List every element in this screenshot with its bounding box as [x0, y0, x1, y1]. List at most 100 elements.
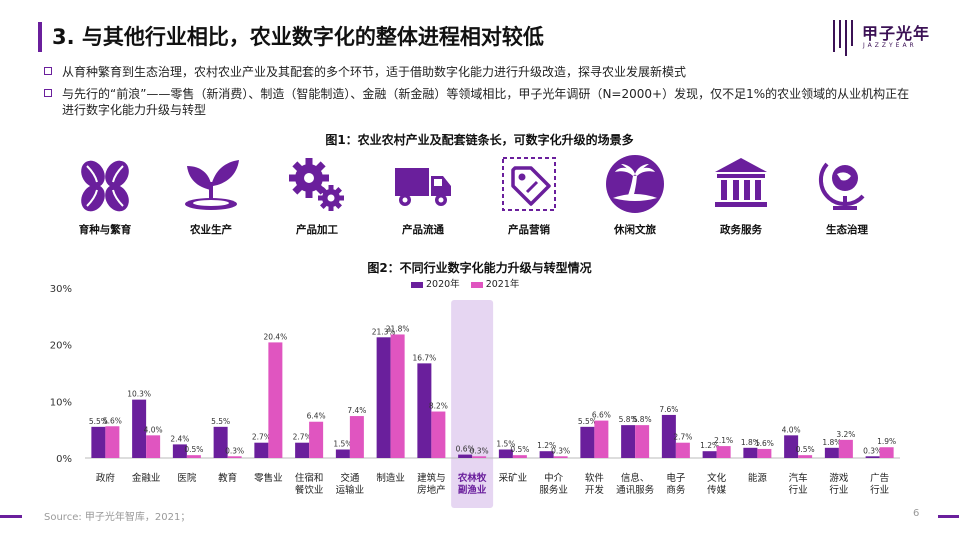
legend-item: 2020年	[411, 276, 460, 290]
data-label: 2.7%	[252, 433, 271, 442]
bar-2020年	[743, 447, 758, 458]
bar-2021年	[635, 425, 650, 458]
gears-icon	[289, 158, 344, 211]
data-label: 5.6%	[103, 416, 122, 425]
bar-2020年	[621, 425, 636, 458]
data-label: 7.6%	[659, 405, 678, 414]
data-label: 2.7%	[293, 433, 312, 442]
bullet-text: 与先行的“前浪”——零售（新消费）、制造（智能制造）、金融（新金融）等领域相比，…	[62, 87, 910, 117]
brand-logo: 甲子光年 JAZZYEAR	[832, 18, 932, 58]
bar-2020年	[661, 414, 676, 458]
bar-2021年	[553, 456, 568, 458]
data-label: 3.2%	[836, 430, 855, 439]
bar-2020年	[702, 451, 717, 458]
data-label: 5.8%	[619, 415, 638, 424]
footer-accent-right	[938, 515, 959, 518]
x-tick-label: 中介	[544, 472, 564, 484]
data-label: 1.6%	[755, 439, 774, 448]
scenario-item: 休闲文旅	[590, 152, 680, 237]
bar-2021年	[594, 420, 609, 458]
logo-text-cn: 甲子光年	[862, 24, 931, 43]
x-tick-label: 住宿和	[295, 472, 324, 484]
data-label: 5.5%	[211, 417, 230, 426]
data-label: 1.8%	[741, 438, 760, 447]
data-label: 21.8%	[386, 324, 410, 333]
data-label: 2.1%	[714, 436, 733, 445]
data-label: 0.5%	[510, 445, 529, 454]
data-label: 0.3%	[863, 446, 882, 455]
x-tick-label: 医院	[177, 472, 197, 484]
price-tag-icon	[502, 157, 556, 211]
bullet-square-icon	[44, 89, 52, 97]
bar-2021年	[390, 334, 405, 458]
data-label: 2.4%	[170, 434, 189, 443]
title-accent-bar	[38, 22, 42, 52]
data-label: 5.8%	[633, 415, 652, 424]
bar-2020年	[580, 426, 595, 458]
x-tick-label: 行业	[789, 484, 808, 496]
bar-2021年	[349, 416, 364, 458]
x-tick-label: 信息、	[621, 472, 650, 484]
data-label: 1.5%	[333, 440, 352, 449]
bar-2020年	[132, 399, 147, 458]
x-tick-label: 行业	[829, 484, 848, 496]
page-title: 3. 与其他行业相比，农业数字化的整体进程相对较低	[52, 25, 544, 49]
bar-2020年	[376, 337, 391, 458]
x-tick-label: 建筑与	[417, 472, 446, 484]
bar-2021年	[675, 442, 690, 458]
scenario-item: 育种与繁育	[60, 152, 150, 237]
figure2-title: 图2：不同行业数字化能力升级与转型情况	[367, 261, 592, 275]
data-label: 6.4%	[307, 412, 326, 421]
bullet-square-icon	[44, 67, 52, 75]
x-tick-label: 汽车	[789, 472, 808, 484]
legend-label: 2021年	[485, 279, 520, 290]
bar-2021年	[227, 456, 242, 458]
bar-2021年	[757, 448, 772, 458]
bar-2021年	[716, 446, 731, 458]
bar-2021年	[879, 447, 894, 458]
data-label: 21.3%	[372, 327, 396, 336]
bar-2021年	[309, 421, 324, 458]
scenario-label: 休闲文旅	[614, 224, 656, 236]
x-tick-label: 房地产	[417, 484, 446, 496]
scenario-item: 产品营销	[484, 152, 574, 237]
bullet-list: 从育种繁育到生态治理，农村农业产业及其配套的多个环节，适于借助数字化能力进行升级…	[44, 64, 914, 124]
data-label: 0.5%	[796, 445, 815, 454]
seeds-icon	[81, 160, 129, 212]
scenario-item: 产品加工	[272, 152, 362, 237]
data-label: 0.3%	[551, 446, 570, 455]
scenario-item: 政务服务	[696, 152, 786, 237]
bar-2021年	[105, 426, 120, 458]
x-tick-label: 电子	[666, 472, 686, 484]
data-label: 6.6%	[592, 411, 611, 420]
scenario-label: 政务服务	[720, 224, 762, 236]
bar-2021年	[146, 435, 161, 458]
figure1-title: 图1：农业农村产业及配套链条长，可数字化升级的场景多	[325, 133, 634, 147]
globe-stand-icon	[818, 162, 865, 210]
scenario-icons-row: 育种与繁育 农业生产	[60, 152, 920, 242]
bar-2020年	[91, 426, 106, 458]
scenario-item: 产品流通	[378, 152, 468, 237]
x-tick-label: 政府	[96, 472, 116, 484]
bar-2021年	[186, 455, 201, 458]
data-label: 4.0%	[144, 425, 163, 434]
scenario-label: 产品流通	[402, 224, 444, 236]
palm-island-icon	[606, 155, 664, 213]
bullet-item: 与先行的“前浪”——零售（新消费）、制造（智能制造）、金融（新金融）等领域相比，…	[44, 86, 914, 118]
bar-2020年	[213, 426, 228, 458]
bar-2021年	[838, 439, 853, 458]
data-label: 0.3%	[470, 446, 489, 455]
x-tick-label: 开发	[585, 484, 605, 496]
bar-2020年	[417, 363, 432, 458]
bar-2020年	[539, 451, 554, 458]
bar-2020年	[172, 444, 187, 458]
x-tick-label: 教育	[218, 472, 237, 484]
x-tick-label: 软件	[585, 472, 605, 484]
bar-2021年	[512, 455, 527, 458]
bar-2021年	[798, 455, 813, 458]
logo-mark-icon	[833, 20, 853, 56]
x-tick-label: 交通	[340, 472, 360, 484]
bar-2020年	[784, 435, 799, 458]
sprout-icon	[185, 160, 239, 210]
x-tick-label: 广告	[870, 472, 889, 484]
